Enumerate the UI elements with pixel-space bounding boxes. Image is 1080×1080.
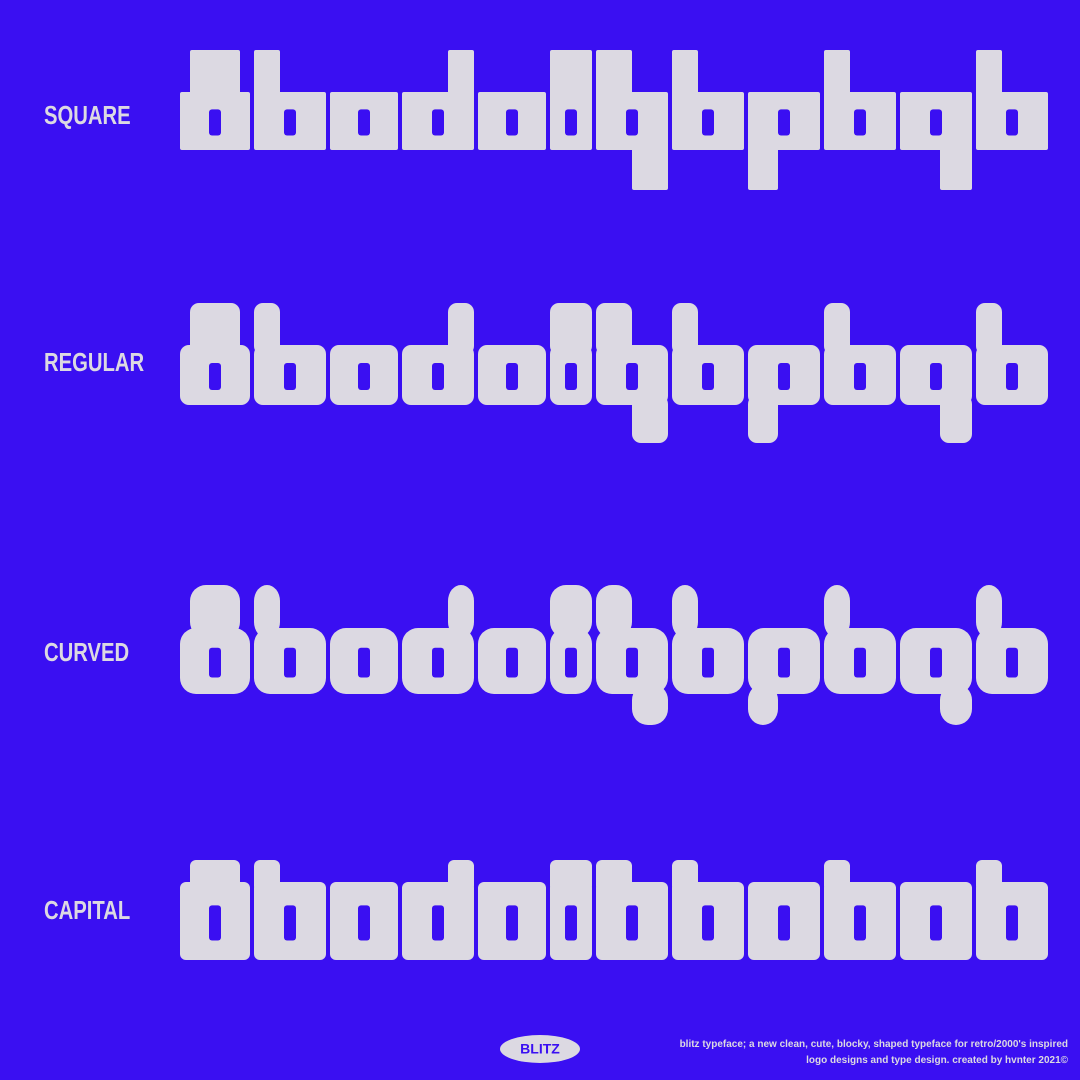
glyph-block (626, 905, 638, 941)
glyph-block (854, 109, 866, 136)
glyph-block (358, 109, 370, 136)
glyph-block (284, 905, 296, 941)
glyph-block (1006, 647, 1018, 678)
glyph-block (550, 50, 592, 102)
glyph-block (632, 395, 668, 443)
glyph-block (702, 363, 714, 390)
glyph-block (596, 585, 632, 638)
style-label: CAPITAL (44, 895, 130, 924)
glyph-block (940, 395, 972, 443)
style-label: REGULAR (44, 347, 144, 376)
glyph-block (209, 109, 221, 136)
glyph-block (284, 363, 296, 390)
glyph-block (448, 50, 474, 102)
glyph-block (930, 363, 942, 390)
glyph-block (702, 905, 714, 941)
glyph-block (672, 585, 698, 638)
glyph-block (448, 303, 474, 355)
glyph-block (254, 303, 280, 355)
glyph-block (976, 303, 1002, 355)
glyph-block (778, 905, 790, 941)
glyph-block (506, 109, 518, 136)
glyph-block (748, 395, 778, 443)
glyph-block (358, 363, 370, 390)
glyph-block (209, 647, 221, 678)
glyph-block (1006, 905, 1018, 941)
glyph-block (824, 303, 850, 355)
glyph-block (358, 905, 370, 941)
glyph-block (632, 140, 668, 190)
style-label: CURVED (44, 637, 129, 666)
glyph-block (930, 905, 942, 941)
glyph-block (284, 647, 296, 678)
glyph-block (254, 585, 280, 638)
glyph-block (626, 363, 638, 390)
glyph-block (506, 363, 518, 390)
glyph-block (930, 647, 942, 678)
glyph-block (672, 50, 698, 102)
glyph-block (632, 684, 668, 725)
glyph-block (506, 905, 518, 941)
glyph-block (976, 585, 1002, 638)
glyph-block (854, 647, 866, 678)
glyph-block (596, 303, 632, 355)
glyph-block (506, 647, 518, 678)
glyph-block (854, 905, 866, 941)
glyph-block (1006, 363, 1018, 390)
glyph-block (702, 647, 714, 678)
glyph-block (672, 303, 698, 355)
glyph-block (209, 905, 221, 941)
glyph-block (190, 303, 240, 355)
glyph-block (626, 647, 638, 678)
glyph-block (550, 303, 592, 355)
glyph-block (284, 109, 296, 136)
glyph-block (930, 109, 942, 136)
glyph-block (596, 50, 632, 102)
glyph-block (778, 363, 790, 390)
glyph-block (432, 109, 444, 136)
glyph-block (1006, 109, 1018, 136)
footer-text: blitz typeface; a new clean, cute, block… (680, 1039, 1068, 1050)
logo-badge (500, 1035, 580, 1063)
glyph-block (565, 363, 577, 390)
style-label: SQUARE (44, 100, 131, 129)
glyph-rows (180, 50, 1048, 960)
glyph-block (190, 50, 240, 102)
glyph-block (702, 109, 714, 136)
glyph-block (824, 50, 850, 102)
glyph-block (254, 50, 280, 102)
glyph-block (824, 585, 850, 638)
glyph-block (190, 585, 240, 638)
glyph-block (565, 109, 577, 136)
glyph-block (626, 109, 638, 136)
glyph-block (565, 905, 577, 941)
glyph-block (432, 905, 444, 941)
glyph-block (448, 585, 474, 638)
glyph-block (854, 363, 866, 390)
glyph-block (940, 140, 972, 190)
logo-text: BLITZ (520, 1041, 560, 1057)
glyph-block (748, 684, 778, 725)
glyph-block (940, 684, 972, 725)
glyph-block (358, 647, 370, 678)
glyph-block (432, 647, 444, 678)
glyph-block (748, 140, 778, 190)
glyph-block (778, 109, 790, 136)
glyph-block (976, 50, 1002, 102)
glyph-block (432, 363, 444, 390)
glyph-block (550, 585, 592, 638)
glyph-block (778, 647, 790, 678)
footer-text: logo designs and type design. created by… (806, 1055, 1069, 1066)
glyph-block (209, 363, 221, 390)
glyph-block (565, 647, 577, 678)
